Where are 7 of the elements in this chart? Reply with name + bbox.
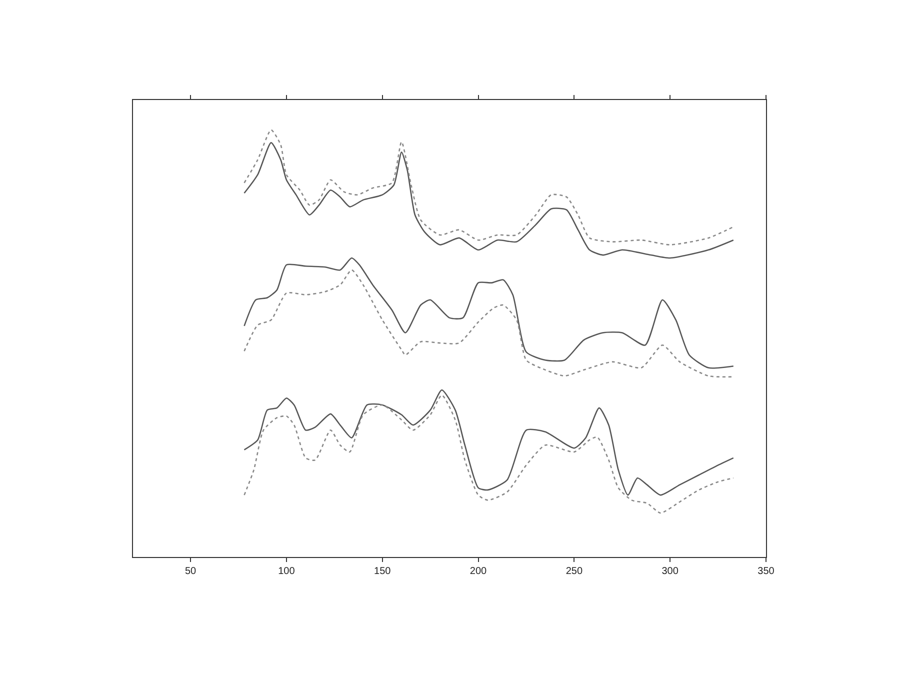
x-tick-label: 300	[662, 566, 679, 577]
x-tick-label: 250	[566, 566, 583, 577]
x-tick-label: 100	[278, 566, 296, 577]
x-tick-label: 200	[470, 566, 488, 577]
x-tick-label: 350	[758, 566, 775, 577]
x-tick-label: 50	[184, 566, 197, 577]
x-tick-label: 150	[374, 566, 392, 577]
